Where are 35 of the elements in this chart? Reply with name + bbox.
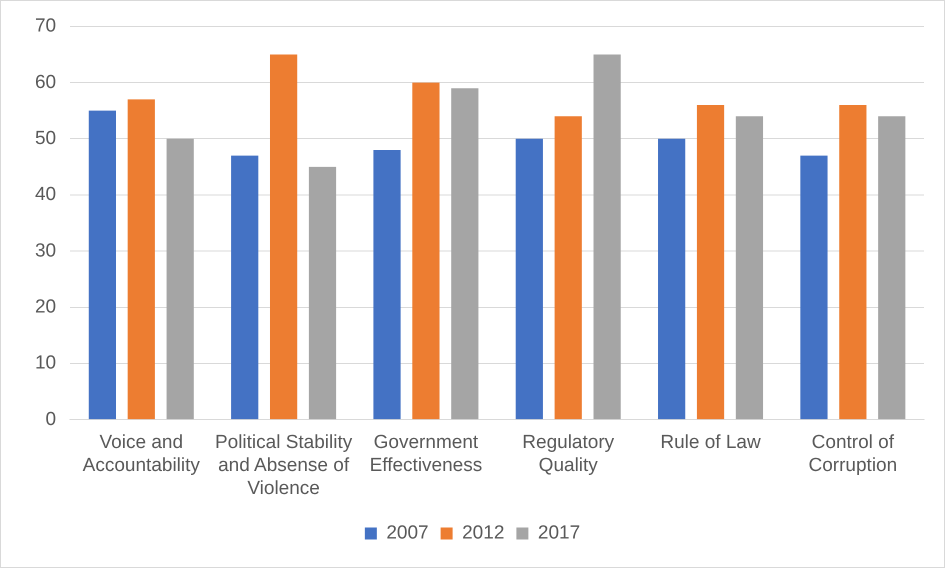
y-tick-label: 20 (34, 296, 56, 318)
bar (373, 150, 401, 420)
x-tick-label: Political Stability and Absense of Violence (214, 432, 353, 499)
bar (554, 116, 582, 420)
legend-label: 2007 (386, 522, 429, 544)
bar (878, 116, 906, 420)
x-tick-label: Voice and Accountability (82, 432, 200, 476)
legend-label: 2012 (462, 522, 504, 544)
bar (308, 166, 336, 420)
y-tick-label: 0 (46, 408, 56, 430)
x-tick-label: Control of Corruption (808, 432, 898, 476)
y-tick-label: 60 (34, 72, 56, 93)
x-tick-label: Government Effectiveness (370, 432, 482, 476)
bar (166, 138, 194, 420)
legend-label: 2017 (538, 522, 580, 544)
x-tick-label: Regulatory Quality (522, 432, 615, 476)
bar (594, 54, 621, 420)
y-tick-label: 40 (34, 184, 56, 206)
bar (516, 138, 543, 420)
bar (128, 99, 155, 420)
y-tick-label: 70 (34, 16, 56, 37)
bar (412, 82, 440, 420)
bar (736, 116, 764, 420)
bar (696, 105, 724, 420)
bar (451, 88, 478, 420)
bar (270, 54, 298, 420)
y-tick-label: 50 (34, 128, 56, 149)
bar (658, 138, 686, 420)
bar (231, 156, 258, 420)
bar (839, 105, 866, 420)
bar (88, 110, 116, 420)
y-tick-label: 30 (34, 240, 56, 262)
y-tick-label: 10 (34, 352, 56, 374)
x-tick-label: Rule of Law (660, 432, 761, 454)
bar (800, 156, 828, 420)
